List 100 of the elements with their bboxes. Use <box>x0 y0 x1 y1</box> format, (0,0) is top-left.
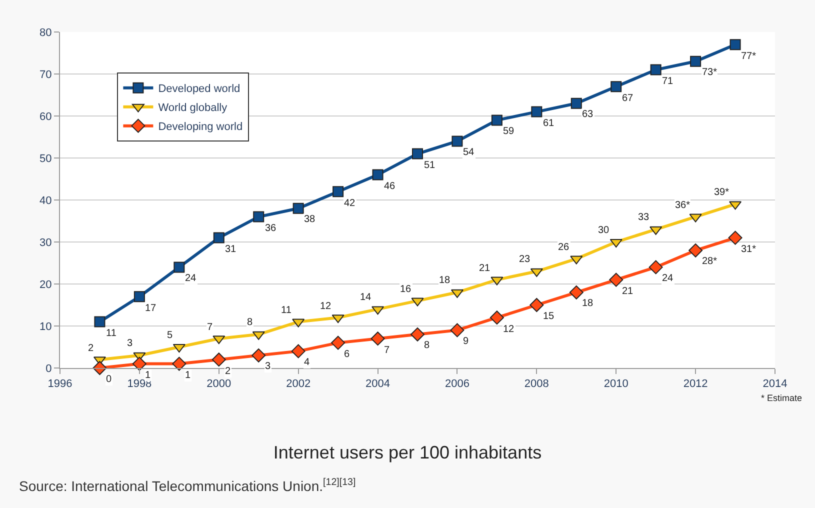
point <box>370 332 385 346</box>
data-label: 1 <box>185 370 191 381</box>
point <box>134 291 145 302</box>
data-label: 39* <box>714 187 730 198</box>
data-label: 18 <box>582 298 594 309</box>
x-tick-label: 2000 <box>206 378 232 390</box>
y-tick-label: 10 <box>40 320 52 333</box>
data-label: 11 <box>281 305 292 316</box>
data-label: 46 <box>384 181 396 192</box>
legend-label: World globally <box>158 102 228 114</box>
data-label: 7 <box>207 322 213 333</box>
point <box>490 310 504 325</box>
data-label: 18 <box>439 275 451 286</box>
y-tick-label: 50 <box>40 152 52 165</box>
point <box>452 136 463 147</box>
data-label: 54 <box>463 147 475 158</box>
data-label: 38 <box>304 214 316 225</box>
data-label: 2 <box>225 366 231 377</box>
point <box>730 39 741 50</box>
data-label: 4 <box>304 357 310 368</box>
data-label: 7 <box>384 345 390 356</box>
data-label: 42 <box>344 198 356 209</box>
data-label: 0 <box>106 374 112 385</box>
point <box>172 356 186 371</box>
data-label: 73* <box>702 67 718 78</box>
x-tick-label: 2010 <box>604 378 628 390</box>
point <box>252 348 266 362</box>
data-label: 5 <box>167 330 173 341</box>
data-label: 33 <box>638 212 650 223</box>
point <box>650 64 662 76</box>
text: * Estimate <box>761 393 802 403</box>
y-tick-label: 80 <box>40 26 52 39</box>
point <box>291 344 306 358</box>
legend-label: Developed world <box>158 83 240 96</box>
data-label: 77* <box>741 51 756 62</box>
source-note: Source: International Telecommunications Union.$^{[12][13]}$ <box>19 477 356 494</box>
point <box>491 114 502 126</box>
data-label: 31* <box>741 244 756 255</box>
y-tick-label: 60 <box>40 110 52 123</box>
data-label: 16 <box>400 284 412 295</box>
data-label: 9 <box>463 336 469 347</box>
data-label: 51 <box>424 160 436 171</box>
data-label: 36* <box>675 200 690 211</box>
point <box>331 336 346 350</box>
x-tick-label: 2006 <box>444 378 470 390</box>
data-label: 24 <box>662 273 674 284</box>
point <box>570 98 582 109</box>
data-label: 12 <box>320 301 332 312</box>
data-label: 2 <box>88 343 94 354</box>
data-label: 12 <box>503 324 515 335</box>
x-tick-label: 2004 <box>366 378 390 390</box>
point <box>688 243 703 258</box>
point <box>531 106 542 118</box>
point <box>648 260 663 274</box>
y-tick-label: 40 <box>40 194 52 207</box>
point <box>94 316 106 328</box>
point <box>450 323 464 338</box>
x-tick-label: 2002 <box>286 378 311 390</box>
x-tick-label: 2012 <box>683 378 708 390</box>
point <box>569 285 584 300</box>
data-label: 26 <box>558 242 570 253</box>
data-label: 8 <box>424 340 430 351</box>
data-label: 14 <box>360 292 372 303</box>
data-label: 30 <box>598 225 610 236</box>
point <box>213 232 224 244</box>
point <box>609 272 624 287</box>
point <box>610 81 622 92</box>
data-label: 59 <box>503 126 515 137</box>
point <box>410 327 424 342</box>
data-label: 21 <box>622 286 634 297</box>
y-tick-label: 20 <box>40 278 52 291</box>
y-tick-label: 30 <box>40 236 52 249</box>
point <box>332 186 344 198</box>
point <box>212 352 226 367</box>
data-label: 6 <box>344 349 350 360</box>
data-label: 28* <box>702 256 718 267</box>
point <box>728 230 742 245</box>
data-label: 61 <box>543 118 555 129</box>
y-tick-label: 0 <box>46 362 52 375</box>
point <box>253 211 264 222</box>
data-label: 31 <box>225 244 237 255</box>
point <box>690 56 702 67</box>
data-label: 36 <box>265 223 277 234</box>
data-label: 3 <box>127 338 133 349</box>
point <box>292 202 304 214</box>
point <box>530 298 544 312</box>
data-label: 23 <box>519 254 531 265</box>
data-label: 3 <box>265 361 271 372</box>
legend-label: Developing world <box>158 121 243 134</box>
data-label: 17 <box>145 303 157 314</box>
data-label: 24 <box>185 273 197 284</box>
x-tick-label: 2014 <box>762 378 788 390</box>
data-label: 67 <box>622 93 634 104</box>
data-label: 21 <box>479 263 491 274</box>
point <box>372 169 384 180</box>
data-label: 8 <box>247 317 253 328</box>
y-tick-label: 70 <box>40 68 52 81</box>
data-label: 63 <box>582 109 594 120</box>
point <box>132 356 146 371</box>
point <box>412 148 423 160</box>
